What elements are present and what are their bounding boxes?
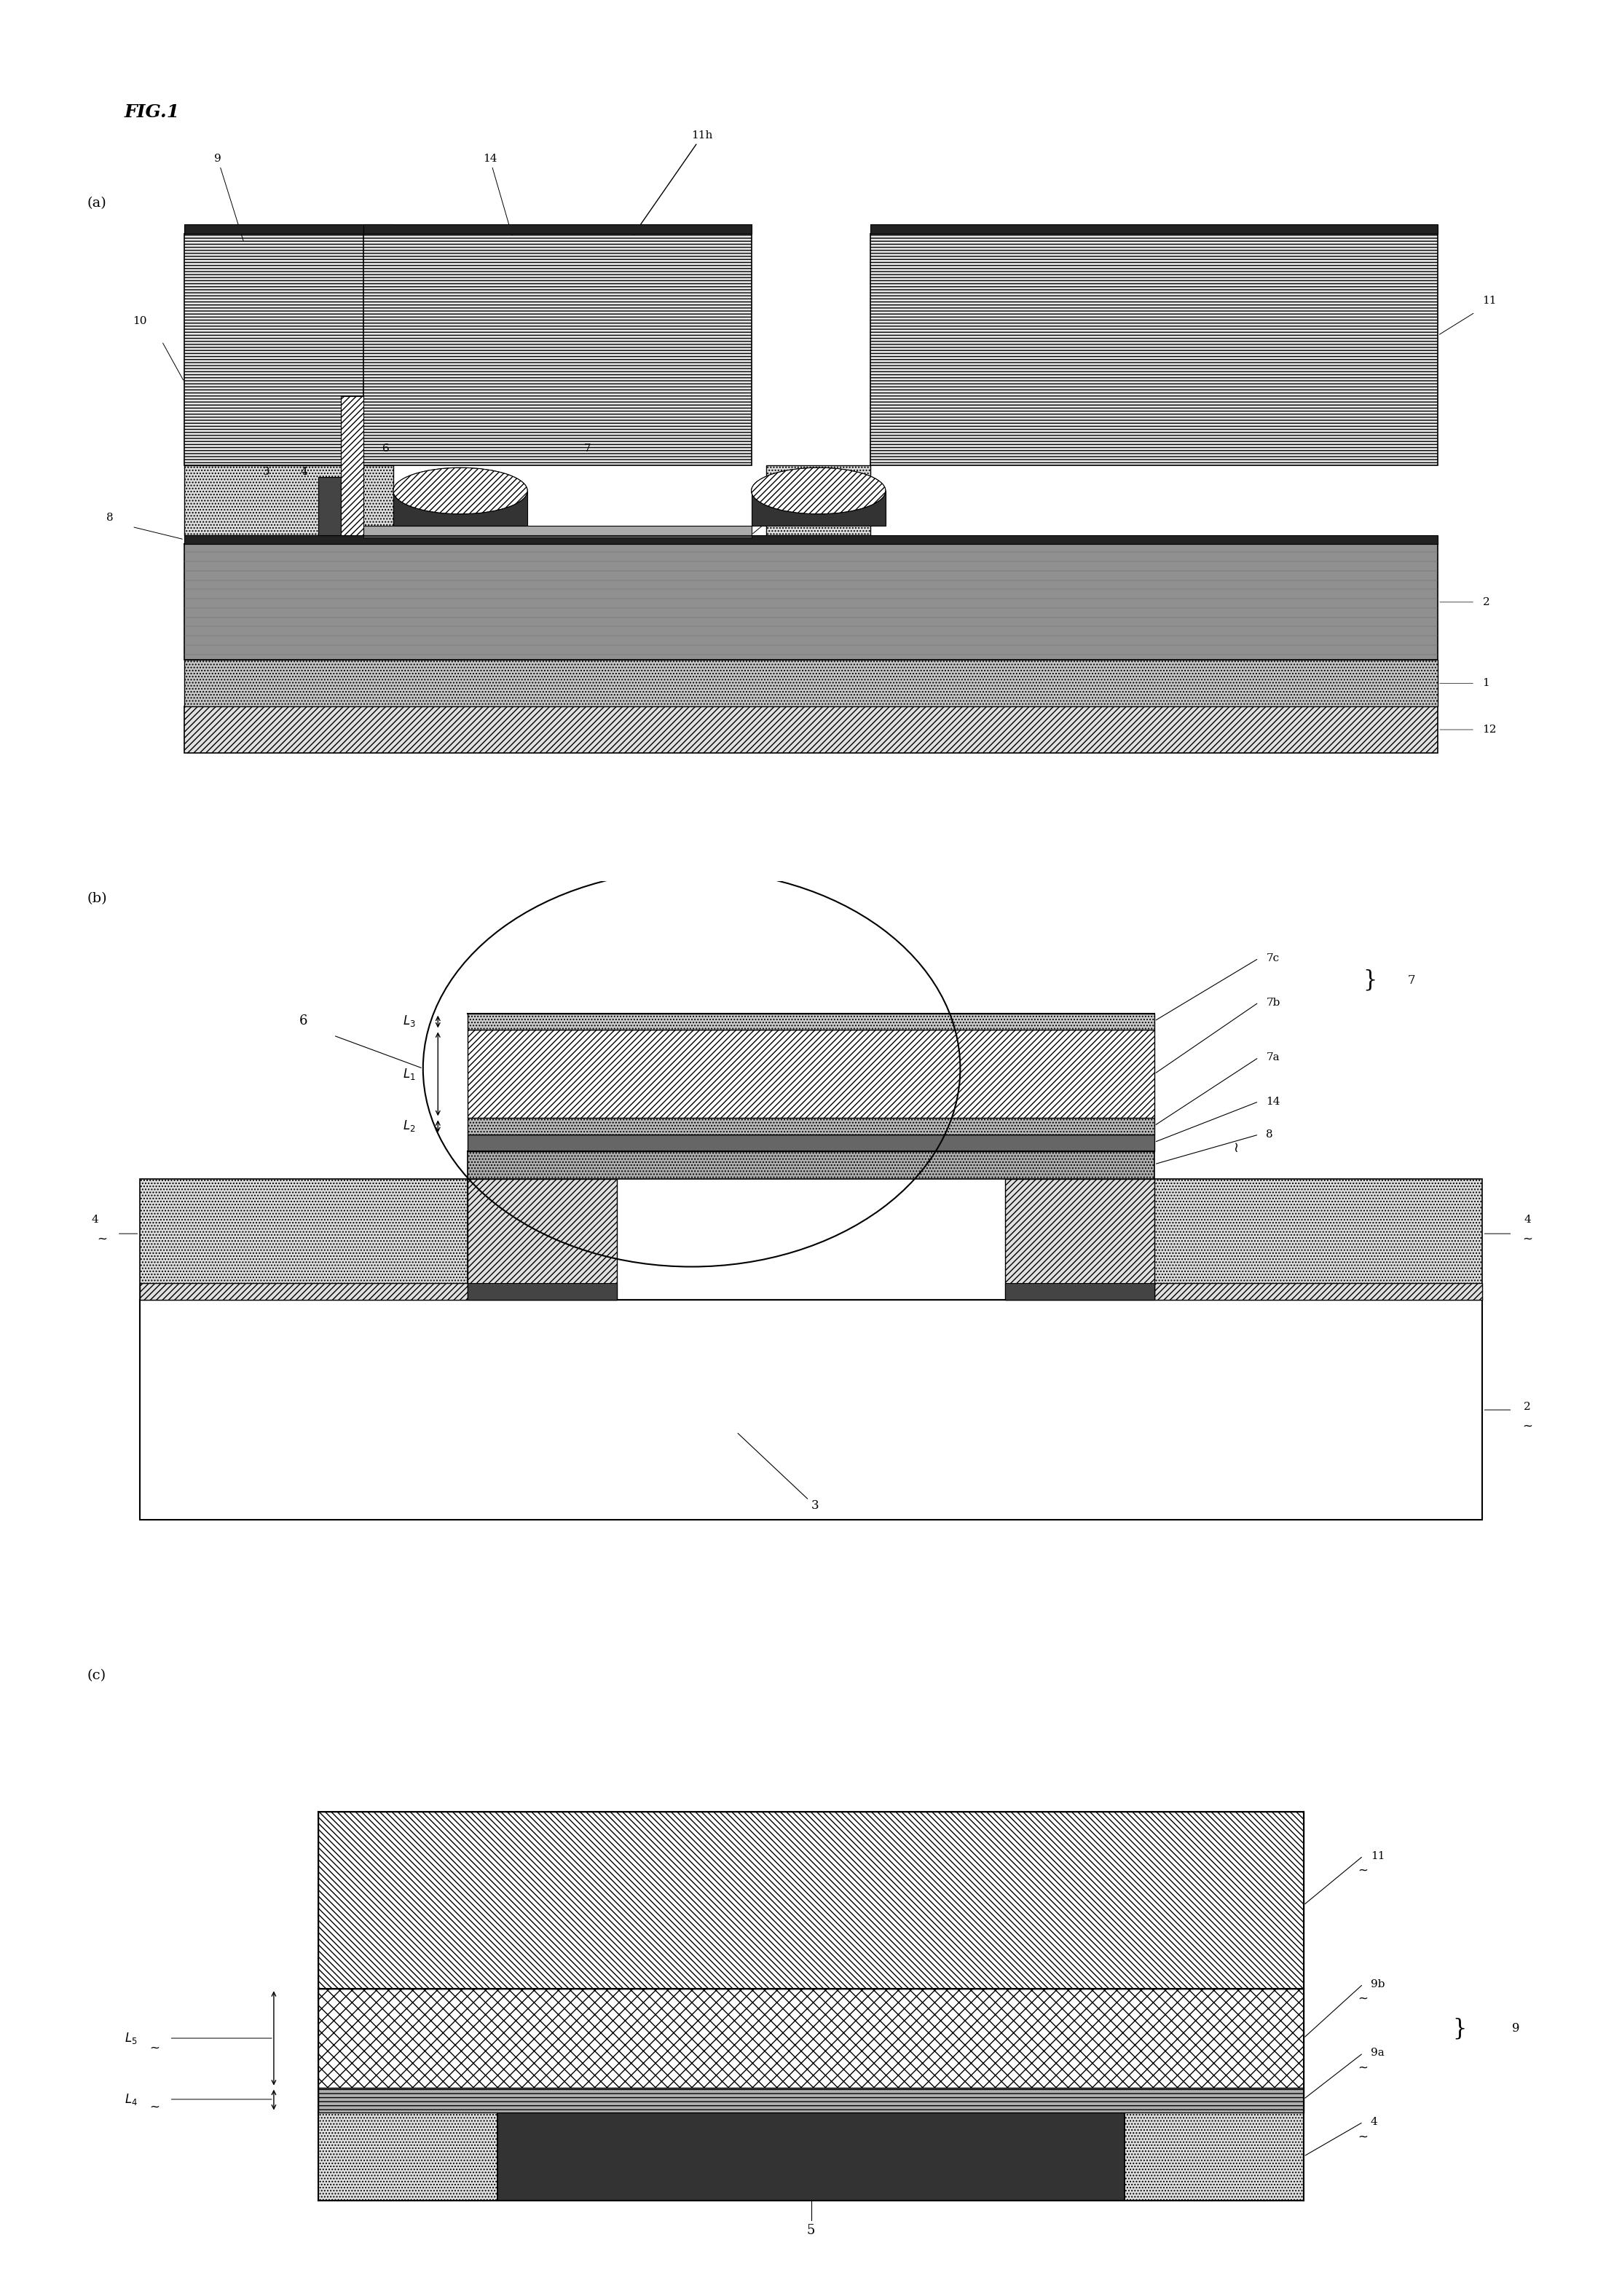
Bar	[363, 535, 751, 537]
Text: 4: 4	[300, 466, 307, 478]
Text: ~: ~	[1358, 1993, 1369, 2004]
Bar	[318, 1812, 1304, 1988]
Text: 9: 9	[1512, 2023, 1520, 2034]
Text: $L_5$: $L_5$	[125, 2032, 138, 2046]
Bar	[139, 1300, 1483, 1520]
Text: 8: 8	[105, 512, 114, 523]
Text: 7c: 7c	[1267, 953, 1280, 964]
Text: (a): (a)	[88, 197, 107, 209]
Bar	[341, 395, 363, 535]
Text: }: }	[1362, 969, 1377, 992]
Text: (b): (b)	[88, 893, 107, 905]
Bar	[1155, 1283, 1483, 1300]
Bar	[766, 466, 871, 535]
Text: 9b: 9b	[1371, 1979, 1385, 1988]
Text: 1: 1	[1483, 677, 1489, 689]
Text: (c): (c)	[88, 1669, 107, 1683]
Text: ~: ~	[1358, 2062, 1369, 2073]
Bar	[318, 1988, 1304, 2087]
Ellipse shape	[393, 468, 527, 514]
Text: 11h: 11h	[634, 131, 714, 234]
Bar	[1155, 1178, 1483, 1300]
Text: ~: ~	[1358, 1864, 1369, 1878]
Text: 10: 10	[133, 317, 146, 326]
Bar	[139, 1178, 467, 1300]
Text: ~: ~	[1521, 1419, 1533, 1433]
Bar	[363, 234, 751, 466]
Text: 3: 3	[263, 466, 269, 478]
Text: ~: ~	[149, 2041, 159, 2055]
Bar	[1006, 1283, 1155, 1300]
Bar	[751, 491, 886, 526]
Bar	[467, 1283, 616, 1300]
Text: 2: 2	[1483, 597, 1489, 606]
Text: ~: ~	[1358, 2131, 1369, 2144]
Text: 14: 14	[1267, 1097, 1280, 1107]
Bar	[467, 1013, 1155, 1031]
Text: 6: 6	[300, 1015, 308, 1026]
Text: 12: 12	[1483, 726, 1497, 735]
Text: 6: 6	[383, 443, 389, 455]
Text: FIG.1: FIG.1	[125, 103, 180, 122]
Bar	[318, 2087, 1304, 2112]
Text: 5: 5	[806, 2225, 816, 2236]
Bar	[185, 535, 1437, 544]
Bar	[467, 1118, 1155, 1134]
Bar	[318, 2112, 498, 2202]
Text: 9a: 9a	[1371, 2048, 1384, 2057]
Text: ~: ~	[1521, 1233, 1533, 1247]
Text: 3: 3	[738, 1433, 819, 1511]
Text: 2: 2	[1523, 1403, 1531, 1412]
Bar	[467, 1134, 1155, 1150]
Bar	[467, 1178, 616, 1300]
Bar	[185, 466, 393, 535]
Bar	[185, 707, 1437, 753]
Bar	[498, 2112, 1124, 2202]
Bar	[467, 1150, 1155, 1178]
Text: 9: 9	[214, 154, 243, 241]
Text: $L_4$: $L_4$	[125, 2092, 138, 2108]
Text: 4: 4	[1371, 2117, 1377, 2126]
Text: 4: 4	[1523, 1215, 1531, 1224]
Bar	[1006, 1178, 1155, 1300]
Bar	[318, 478, 341, 535]
Text: $L_3$: $L_3$	[402, 1015, 415, 1029]
Text: 4: 4	[91, 1215, 99, 1224]
Bar	[185, 544, 1437, 659]
Bar	[467, 1031, 1155, 1118]
Bar	[185, 225, 393, 234]
Text: 8a: 8a	[774, 507, 787, 517]
Bar	[871, 225, 1437, 234]
Text: $L_1$: $L_1$	[402, 1068, 415, 1081]
Bar	[185, 659, 1437, 707]
Bar	[363, 526, 751, 535]
Bar	[393, 491, 527, 526]
Bar	[363, 225, 751, 234]
Bar	[139, 1283, 467, 1300]
Text: 5: 5	[352, 420, 360, 429]
Text: 11: 11	[1483, 296, 1497, 305]
Text: 7b: 7b	[1267, 996, 1280, 1008]
Text: }: }	[1453, 2018, 1466, 2039]
Text: ~: ~	[1229, 1139, 1242, 1153]
Text: ~: ~	[97, 1233, 107, 1247]
Text: 14: 14	[483, 154, 513, 234]
Bar	[871, 234, 1437, 466]
Text: 7: 7	[584, 443, 590, 455]
Text: ~: ~	[149, 2101, 159, 2115]
Bar	[1124, 2112, 1304, 2202]
Text: 7: 7	[1408, 974, 1416, 987]
Text: $L_2$: $L_2$	[402, 1118, 415, 1132]
Text: 11: 11	[1371, 1851, 1385, 1862]
Bar	[185, 234, 393, 466]
Ellipse shape	[751, 468, 886, 514]
Text: 7a: 7a	[1267, 1052, 1280, 1063]
Text: 8: 8	[1267, 1130, 1273, 1139]
